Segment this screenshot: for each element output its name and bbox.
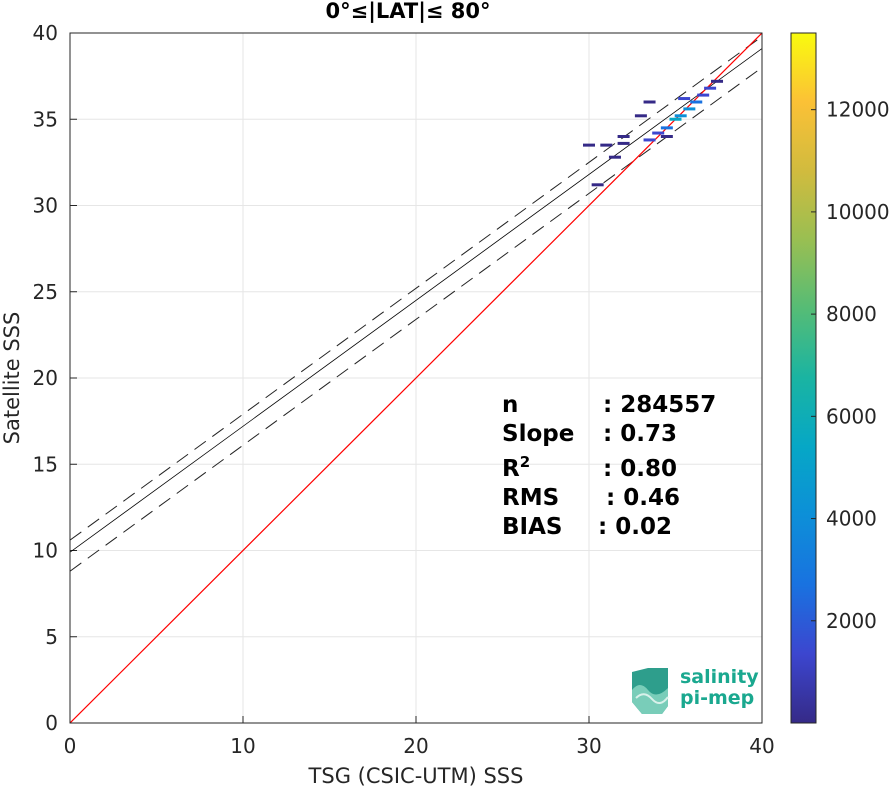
stat-value: : 0.80 [603, 456, 677, 482]
density-point [669, 117, 682, 121]
density-point [652, 131, 665, 135]
y-tick-label: 0 [45, 711, 58, 735]
y-tick-label: 5 [45, 625, 58, 649]
density-point [600, 143, 613, 147]
density-point [608, 155, 621, 159]
density-point [660, 135, 673, 138]
chart-title: 0°≤|LAT|≤ 80° [325, 0, 490, 24]
density-point [683, 107, 696, 111]
density-point [643, 138, 656, 142]
regression-line [70, 48, 762, 553]
density-point [617, 141, 630, 145]
y-axis-label: Satellite SSS [0, 312, 24, 445]
density-point [674, 114, 687, 118]
density-point [660, 126, 673, 130]
density-point [704, 86, 717, 90]
confidence-line [70, 36, 762, 541]
density-point [634, 114, 647, 118]
one-to-one-line [70, 33, 762, 723]
stat-label: n [502, 392, 518, 418]
logo-text-line2: pi-mep [680, 687, 754, 709]
density-point [643, 100, 656, 104]
y-tick-label: 20 [33, 366, 58, 390]
x-tick-label: 10 [230, 734, 255, 758]
colorbar-tick-label: 10000 [826, 200, 890, 224]
logo-text-line1: salinity [680, 666, 759, 688]
density-point [591, 183, 604, 187]
salinity-pi-mep-logo: salinity pi-mep [632, 666, 759, 714]
x-tick-label: 40 [749, 734, 774, 758]
density-point [583, 143, 595, 147]
density-point [690, 100, 703, 104]
colorbar-tick-labels: 2000 4000 6000 8000 10000 12000 [811, 98, 890, 633]
colorbar-gradient [790, 32, 817, 724]
density-points [583, 79, 724, 187]
colorbar-tick-label: 12000 [826, 98, 890, 122]
stat-value: : 0.73 [603, 421, 677, 447]
x-tick-label: 0 [64, 734, 77, 758]
stat-label: Slope [502, 421, 574, 447]
x-tick-label: 30 [576, 734, 601, 758]
y-tick-label: 35 [33, 107, 58, 131]
y-tick-labels: 0 5 10 15 20 25 30 35 40 [33, 21, 58, 735]
colorbar-tick-label: 8000 [826, 302, 877, 326]
stat-label: BIAS [502, 514, 562, 540]
density-point [711, 79, 724, 83]
density-point [697, 93, 710, 97]
y-tick-label: 40 [33, 21, 58, 45]
y-tick-label: 10 [33, 539, 58, 563]
density-point [617, 135, 630, 138]
colorbar-tick-label: 2000 [826, 609, 877, 633]
reference-lines [70, 33, 762, 723]
y-tick-label: 15 [33, 452, 58, 476]
stat-label: RMS [502, 485, 559, 511]
colorbar: 2000 4000 6000 8000 10000 12000 [790, 32, 890, 724]
plot-frame [69, 32, 763, 724]
colorbar-tick-label: 4000 [826, 507, 877, 531]
colorbar-tick-label: 6000 [826, 404, 877, 428]
stat-value: : 0.46 [606, 485, 680, 511]
stat-value: : 0.02 [598, 514, 672, 540]
y-tick-label: 25 [33, 280, 58, 304]
density-point [678, 97, 691, 101]
confidence-line [70, 67, 762, 572]
x-axis-label: TSG (CSIC-UTM) SSS [308, 764, 524, 788]
x-tick-labels: 0 10 20 30 40 [64, 734, 775, 758]
x-tick-label: 20 [403, 734, 428, 758]
y-tick-label: 30 [33, 194, 58, 218]
stat-value: : 284557 [603, 392, 716, 418]
